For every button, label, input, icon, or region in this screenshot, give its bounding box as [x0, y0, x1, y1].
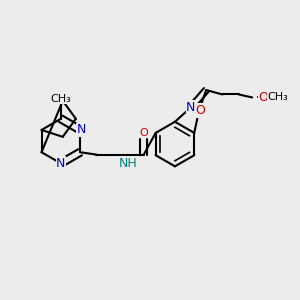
Text: O: O: [259, 91, 269, 104]
Text: NH: NH: [118, 157, 137, 170]
Text: CH₃: CH₃: [268, 92, 288, 103]
Text: CH₃: CH₃: [50, 94, 71, 104]
Text: O: O: [195, 104, 205, 117]
Text: N: N: [77, 123, 86, 136]
Text: N: N: [186, 101, 196, 114]
Text: O: O: [140, 128, 148, 138]
Text: N: N: [56, 157, 65, 170]
